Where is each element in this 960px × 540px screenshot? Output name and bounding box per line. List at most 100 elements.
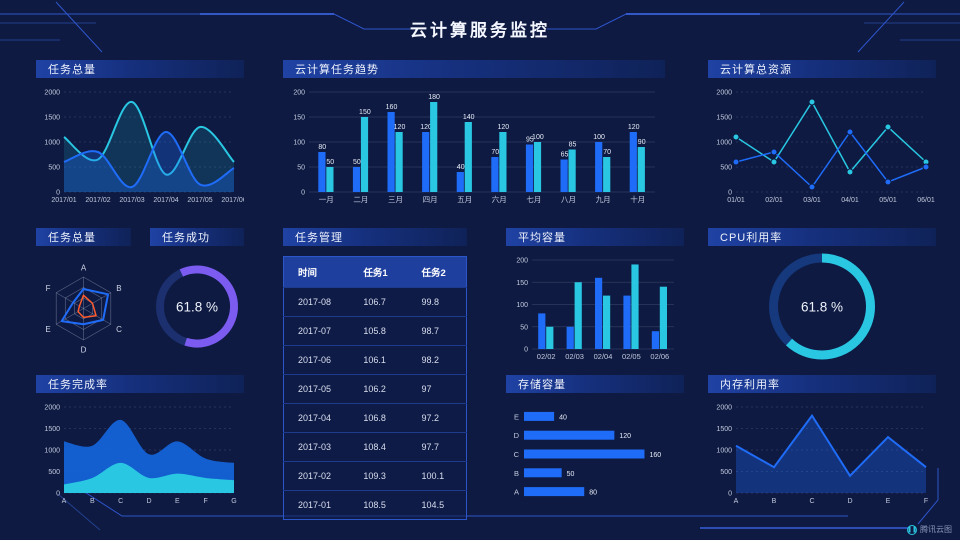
table-row: 2017-04 106.8 97.2 xyxy=(283,403,467,433)
svg-text:C: C xyxy=(514,450,520,459)
panel-title: 内存利用率 xyxy=(720,379,780,391)
svg-text:100: 100 xyxy=(293,140,305,147)
panel-task-success: 任务成功 61.8 % xyxy=(150,228,244,365)
task-total-area-chart[interactable]: 0 500 1000 1500 2000 2017/01 2017/02 2017/03 201… xyxy=(36,80,246,208)
table-cell: 105.8 xyxy=(349,316,408,346)
table-header-cell: 任务2 xyxy=(407,256,467,288)
svg-text:1500: 1500 xyxy=(716,115,732,122)
svg-text:100: 100 xyxy=(532,134,544,141)
table-cell: 100.1 xyxy=(407,461,467,491)
svg-text:1500: 1500 xyxy=(44,426,60,433)
svg-text:2000: 2000 xyxy=(44,90,60,97)
svg-text:1000: 1000 xyxy=(44,140,60,147)
table-cell: 2017-03 xyxy=(283,432,350,462)
completion-rate-area-chart[interactable]: 0 500 1000 1500 2000 A B C D E F G xyxy=(36,395,244,509)
svg-text:八月: 八月 xyxy=(561,195,576,204)
panel-header: 任务管理 xyxy=(283,228,467,246)
svg-text:1500: 1500 xyxy=(716,426,732,433)
table-row: 2017-06 106.1 98.2 xyxy=(283,345,467,375)
svg-text:150: 150 xyxy=(516,280,528,287)
panel-title: 任务总量 xyxy=(48,64,96,76)
svg-text:500: 500 xyxy=(48,165,60,172)
panel-header: CPU利用率 xyxy=(708,228,936,246)
table-cell: 106.1 xyxy=(349,345,408,375)
svg-text:B: B xyxy=(514,469,519,478)
panel-avg-capacity: 平均容量 0 50 100 150 200 02/02 02/03 02/04 02/05 02/… xyxy=(506,228,684,365)
table-cell: 104.5 xyxy=(407,490,467,520)
svg-text:95: 95 xyxy=(526,137,534,144)
storage-capacity-hbar-chart[interactable]: E 40 D 120 C 160 B 50 A 80 xyxy=(506,395,684,509)
table-cell: 98.7 xyxy=(407,316,467,346)
svg-text:C: C xyxy=(809,498,814,505)
svg-text:100: 100 xyxy=(516,302,528,309)
svg-text:200: 200 xyxy=(293,90,305,97)
svg-text:B: B xyxy=(90,498,95,505)
donut-svg: 61.8 % xyxy=(769,253,875,360)
svg-text:200: 200 xyxy=(516,258,528,265)
svg-text:2017/05: 2017/05 xyxy=(187,197,212,204)
table-row: 2017-03 108.4 97.7 xyxy=(283,432,467,462)
svg-text:90: 90 xyxy=(638,139,646,146)
svg-text:02/04: 02/04 xyxy=(594,352,613,361)
table-header-cell: 任务1 xyxy=(349,256,408,288)
svg-text:A: A xyxy=(81,264,87,273)
svg-text:五月: 五月 xyxy=(457,195,472,204)
svg-text:2017/04: 2017/04 xyxy=(153,197,178,204)
svg-text:2000: 2000 xyxy=(716,90,732,97)
panel-title: 任务完成率 xyxy=(48,379,108,391)
table-row: 2017-02 109.3 100.1 xyxy=(283,461,467,491)
svg-text:0: 0 xyxy=(728,491,732,498)
total-resources-line-chart[interactable]: 0 500 1000 1500 2000 01/01 02/01 03/01 04/01 05/0… xyxy=(708,80,936,208)
svg-text:六月: 六月 xyxy=(492,194,507,204)
area-svg: 0 500 1000 1500 2000 A B C D E F G xyxy=(44,405,236,506)
table-row: 2017-05 106.2 97 xyxy=(283,374,467,404)
data-table: 时间 任务1 任务2 2017-08 106.7 99.8 2017-07 105.8 98.7… xyxy=(283,256,467,520)
svg-text:0: 0 xyxy=(301,190,305,197)
svg-text:四月: 四月 xyxy=(423,195,438,204)
cpu-usage-donut-chart[interactable]: 61.8 % xyxy=(708,248,936,365)
panel-title: 云计算任务趋势 xyxy=(295,64,379,76)
svg-text:65: 65 xyxy=(561,152,569,159)
area-svg: 0 500 1000 1500 2000 2017/01 2017/02 2017/03 201… xyxy=(44,90,246,205)
svg-text:2017/03: 2017/03 xyxy=(119,197,144,204)
svg-text:70: 70 xyxy=(603,149,611,156)
table-cell: 106.8 xyxy=(349,403,408,433)
svg-text:C: C xyxy=(118,498,123,505)
svg-text:03/01: 03/01 xyxy=(803,197,821,204)
svg-text:A: A xyxy=(734,498,739,505)
svg-text:50: 50 xyxy=(567,471,575,478)
panel-header: 内存利用率 xyxy=(708,375,936,393)
svg-text:50: 50 xyxy=(326,159,334,166)
svg-text:0: 0 xyxy=(728,190,732,197)
svg-text:1000: 1000 xyxy=(716,448,732,455)
table-cell: 108.4 xyxy=(349,432,408,462)
svg-text:50: 50 xyxy=(520,324,528,331)
table-cell: 2017-01 xyxy=(283,490,350,520)
panel-header: 云计算总资源 xyxy=(708,60,936,78)
panel-task-total-radar: 任务总量 A B C D E F xyxy=(36,228,131,365)
task-trend-bar-chart[interactable]: 0 50 100 150 200 一月 二月 三月 四月 五月 六月 七月 八月 九月 十月 80 50 160 1… xyxy=(283,80,665,208)
task-success-donut-chart[interactable]: 61.8 % xyxy=(150,248,244,365)
svg-text:05/01: 05/01 xyxy=(879,197,897,204)
svg-text:G: G xyxy=(231,498,236,505)
panel-task-management: 任务管理 时间 任务1 任务2 2017-08 106.7 99.8 2017-07 105.… xyxy=(283,228,467,520)
svg-text:1000: 1000 xyxy=(716,140,732,147)
panel-title: CPU利用率 xyxy=(720,232,783,244)
panel-cpu-usage: CPU利用率 61.8 % xyxy=(708,228,936,365)
svg-text:F: F xyxy=(204,498,208,505)
cloud-logo-icon: ❚❚ xyxy=(906,524,918,535)
brand-text: 腾讯云图 xyxy=(920,525,952,534)
memory-usage-line-chart[interactable]: 0 500 1000 1500 2000 A B C D E F xyxy=(708,395,936,509)
panel-title: 任务总量 xyxy=(48,232,96,244)
svg-text:500: 500 xyxy=(720,165,732,172)
task-total-radar-chart[interactable]: A B C D E F xyxy=(36,248,131,365)
svg-text:0: 0 xyxy=(56,190,60,197)
svg-text:120: 120 xyxy=(619,433,631,440)
svg-text:01/01: 01/01 xyxy=(727,197,745,204)
avg-capacity-bar-chart[interactable]: 0 50 100 150 200 02/02 02/03 02/04 02/05 02/06 xyxy=(506,248,684,365)
svg-text:D: D xyxy=(514,431,520,440)
svg-text:E: E xyxy=(175,498,180,505)
svg-text:06/01: 06/01 xyxy=(917,197,935,204)
table-cell: 2017-08 xyxy=(283,287,350,317)
panel-task-trend: 云计算任务趋势 0 50 100 150 200 一月 二月 三月 四月 五月 六月 七月 八月 九月 十月… xyxy=(283,60,665,208)
